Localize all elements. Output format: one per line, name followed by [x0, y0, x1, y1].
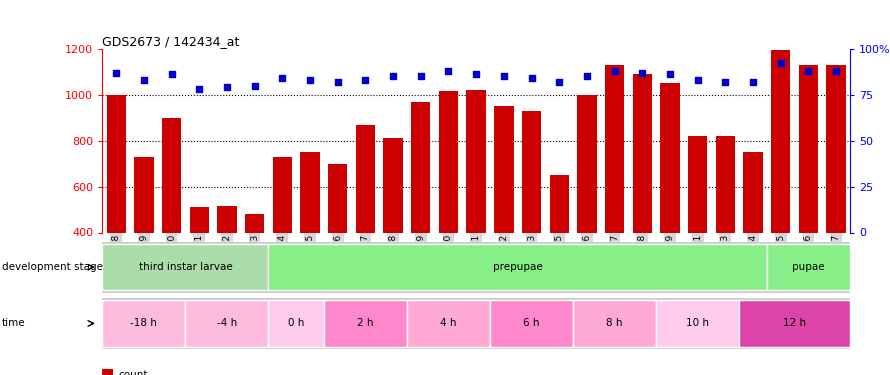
Bar: [102, 244, 269, 291]
Bar: [162, 118, 182, 324]
Text: time: time: [2, 318, 26, 328]
Point: [192, 86, 206, 92]
Bar: [102, 300, 185, 347]
Point: [247, 82, 262, 88]
Bar: [245, 214, 264, 324]
Text: 12 h: 12 h: [783, 318, 806, 328]
Point: [220, 84, 234, 90]
Bar: [798, 65, 818, 324]
Point: [524, 75, 538, 81]
Bar: [740, 300, 850, 347]
Point: [635, 70, 650, 76]
Point: [441, 68, 456, 74]
Point: [663, 72, 677, 78]
Text: 10 h: 10 h: [686, 318, 709, 328]
Text: count: count: [118, 370, 148, 375]
Bar: [573, 300, 656, 347]
Bar: [490, 300, 573, 347]
Text: GDS2673 / 142434_at: GDS2673 / 142434_at: [102, 34, 239, 48]
Point: [330, 79, 344, 85]
Bar: [134, 157, 154, 324]
Text: 4 h: 4 h: [441, 318, 457, 328]
Bar: [272, 157, 292, 324]
Bar: [324, 300, 407, 347]
Text: 2 h: 2 h: [357, 318, 374, 328]
Bar: [411, 102, 431, 324]
Bar: [605, 65, 624, 324]
Bar: [767, 244, 850, 291]
Bar: [439, 91, 458, 324]
Bar: [185, 300, 269, 347]
Text: 0 h: 0 h: [288, 318, 304, 328]
Bar: [466, 90, 486, 324]
Point: [608, 68, 622, 74]
Point: [386, 74, 400, 80]
Text: third instar larvae: third instar larvae: [139, 262, 232, 272]
Point: [552, 79, 566, 85]
Bar: [578, 95, 596, 324]
Bar: [300, 152, 320, 324]
Bar: [633, 74, 652, 324]
Bar: [356, 124, 375, 324]
Point: [165, 72, 179, 78]
Text: pupae: pupae: [792, 262, 825, 272]
Text: 8 h: 8 h: [606, 318, 623, 328]
Bar: [494, 106, 514, 324]
Point: [497, 74, 511, 80]
Text: 6 h: 6 h: [523, 318, 539, 328]
Bar: [660, 83, 680, 324]
Text: development stage: development stage: [2, 262, 102, 272]
Bar: [827, 65, 846, 324]
Bar: [107, 95, 125, 324]
Bar: [384, 138, 403, 324]
Bar: [407, 300, 490, 347]
Point: [414, 74, 428, 80]
Bar: [522, 111, 541, 324]
Point: [746, 79, 760, 85]
Bar: [688, 136, 708, 324]
Point: [303, 77, 317, 83]
Bar: [771, 50, 790, 324]
Bar: [656, 300, 740, 347]
Point: [718, 79, 732, 85]
Bar: [190, 207, 209, 324]
Point: [691, 77, 705, 83]
Text: -18 h: -18 h: [131, 318, 158, 328]
Point: [829, 68, 843, 74]
Point: [275, 75, 289, 81]
Text: prepupae: prepupae: [493, 262, 543, 272]
Point: [137, 77, 151, 83]
Bar: [743, 152, 763, 324]
Bar: [217, 206, 237, 324]
Point: [579, 74, 594, 80]
Bar: [716, 136, 735, 324]
Point: [801, 68, 815, 74]
Point: [359, 77, 373, 83]
Text: -4 h: -4 h: [217, 318, 237, 328]
Bar: [328, 164, 347, 324]
Bar: [549, 175, 569, 324]
Bar: [269, 244, 767, 291]
Point: [469, 72, 483, 78]
Point: [109, 70, 124, 76]
Bar: [269, 300, 324, 347]
Point: [773, 60, 788, 66]
